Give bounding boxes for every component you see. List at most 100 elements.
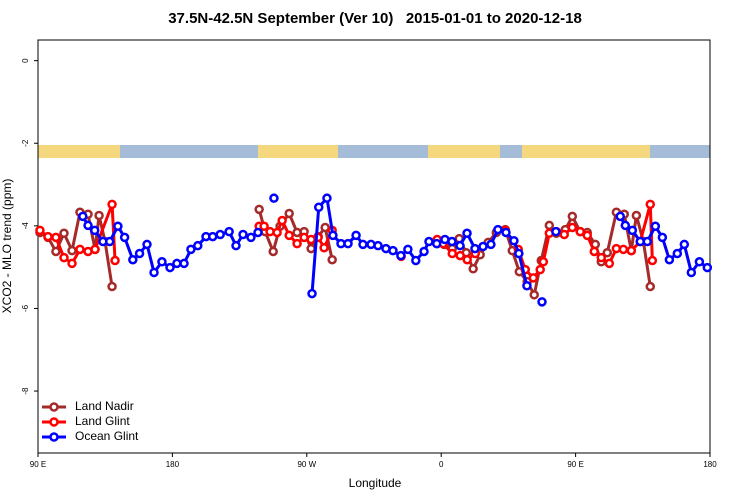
data-point [59,252,69,263]
data-point [645,281,656,292]
data-point [686,267,697,278]
data-point [186,244,196,255]
legend-marker [49,402,59,412]
y-tick-label: -8 [21,387,30,395]
data-point [224,226,234,237]
data-point [396,250,406,261]
data-point [431,238,442,249]
data-point [642,236,653,247]
y-tick-label: -4 [21,222,30,230]
y-tick-label: -6 [21,304,30,312]
legend-marker [49,417,59,427]
x-tick-label: 90 E [567,460,583,469]
data-point [254,204,264,215]
data-point [455,240,465,251]
data-point [514,248,524,259]
data-point [537,297,547,307]
data-point [522,280,532,291]
data-point [582,230,592,241]
data-point [215,229,225,240]
data-point [268,246,278,257]
data-point [373,240,383,251]
data-point [551,226,561,237]
data-point [351,230,361,241]
data-point [424,236,434,247]
data-point [447,248,458,259]
data-point [277,215,287,226]
data-point [107,199,117,210]
data-point [664,254,675,265]
data-point [246,232,256,243]
data-point [343,238,353,249]
data-point [78,211,88,222]
legend-label: Land Glint [75,414,130,428]
data-point [559,229,570,240]
data-point [650,221,661,232]
data-point [313,202,324,213]
data-point [529,290,539,300]
data-point [544,220,555,231]
data-point [119,232,130,243]
y-tick-label: -2 [21,139,30,147]
data-point [253,227,263,238]
data-point [538,257,549,267]
data-point [75,244,85,255]
data-point [626,245,637,256]
data-point [207,231,218,242]
data-point [67,258,77,269]
data-point [59,228,69,239]
data-point [388,245,398,256]
data-point [419,246,429,257]
data-point [165,262,175,273]
data-point [528,273,539,283]
data-point [620,220,631,231]
data-point [604,258,615,269]
data-point [328,230,338,241]
data-point [535,264,545,275]
data-point [470,243,480,254]
data-point [615,211,626,222]
data-point [468,264,478,274]
data-point [672,248,683,259]
map-strip [38,145,710,158]
chart-title: 37.5N-42.5N September (Ver 10) 2015-01-0… [168,10,582,27]
data-point [307,288,317,299]
data-point [35,225,45,236]
data-point [110,255,120,266]
data-point [589,246,600,257]
data-point [319,242,329,253]
data-point [107,281,117,292]
data-point [567,222,578,233]
data-point [94,210,104,221]
data-point [358,239,368,250]
data-point [478,241,488,252]
data-point [157,257,167,267]
series-line [39,203,654,281]
x-tick-label: 180 [703,460,717,469]
data-point [269,193,279,203]
data-point [455,250,465,261]
data-point [89,225,100,236]
data-point [486,239,496,250]
x-axis-label: Longitude [349,476,402,490]
data-point [284,208,294,219]
data-point [292,238,302,249]
data-point [67,245,77,256]
x-tick-label: 90 W [297,460,316,469]
data-point [51,246,61,257]
data-point [238,229,248,240]
legend-label: Land Nadir [75,399,134,413]
data-point [104,236,115,247]
data-point [509,235,519,246]
data-point [306,243,316,254]
data-point [679,239,690,250]
data-point [179,258,189,269]
data-point [284,230,294,241]
x-tick-label: 180 [166,460,180,469]
data-point [128,254,138,265]
data-point [142,239,152,250]
data-point [259,221,269,232]
data-point [403,244,413,255]
data-point [134,248,145,259]
plot-frame [37,39,711,454]
